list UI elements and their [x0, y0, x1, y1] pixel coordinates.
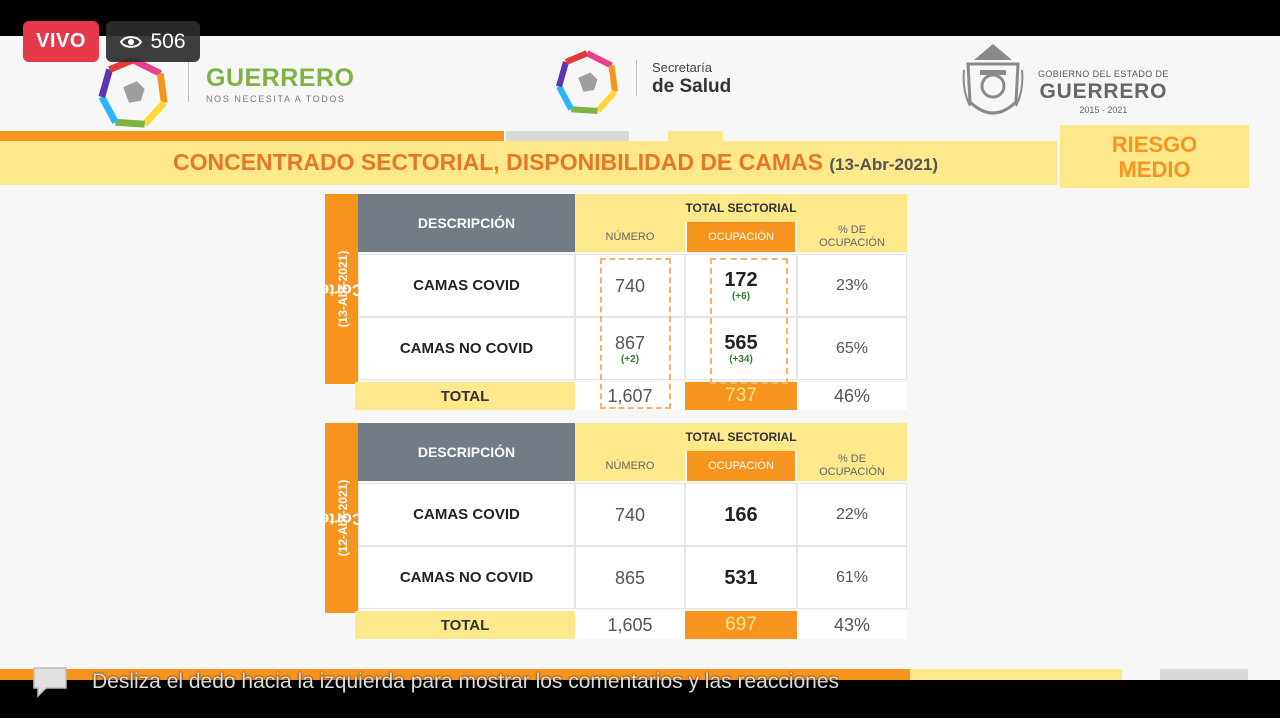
ocupacion-cell: 565 (+34): [685, 317, 797, 380]
brand-line1: GOBIERNO DEL ESTADO DE: [1038, 69, 1169, 79]
risk-line1: RIESGO: [1111, 132, 1198, 157]
row-label: CAMAS COVID: [358, 483, 575, 546]
col-header-desc: DESCRIPCIÓN: [358, 423, 575, 481]
eye-icon: [120, 35, 143, 48]
divider: [188, 62, 189, 102]
ocupacion-delta: (+34): [729, 353, 753, 365]
title-main: CONCENTRADO SECTORIAL, DISPONIBILIDAD DE…: [173, 149, 823, 175]
title-band: [0, 141, 1057, 185]
brand-line2: de Salud: [652, 76, 732, 97]
ocupacion-value: 565: [724, 331, 758, 354]
brand-line1: Secretaría: [652, 60, 712, 75]
pct-header-line2: OCUPACIÓN: [819, 237, 885, 249]
live-badge: VIVO: [23, 21, 99, 62]
guerrero-brand: GUERRERO NOS NECESITA A TODOS: [206, 64, 354, 104]
total-label: TOTAL: [355, 611, 575, 639]
secretaria-brand: Secretaría de Salud: [652, 60, 731, 98]
risk-line2: MEDIO: [1118, 157, 1191, 182]
secretaria-salud-logo-icon: [556, 50, 619, 115]
viewer-count: 506: [150, 29, 186, 53]
decor-bar-orange-bottom: [0, 669, 910, 680]
total-pct: 43%: [797, 611, 907, 639]
col-header-pct: % DE OCUPACIÓN: [797, 222, 907, 252]
decor-bar-gray-bottom: [1160, 669, 1248, 680]
gobierno-brand: GOBIERNO DEL ESTADO DE GUERRERO 2015 - 2…: [1038, 69, 1169, 115]
table-side-label: Corte (12-Abr-2021): [319, 423, 364, 613]
pct-header-line1: % DE: [837, 224, 867, 236]
comment-icon[interactable]: [30, 664, 70, 700]
total-ocupacion: 737: [685, 382, 797, 410]
decor-bar-yellow: [668, 131, 723, 141]
slide-title: CONCENTRADO SECTORIAL, DISPONIBILIDAD DE…: [173, 149, 938, 176]
decor-bar-yellow-bottom: [910, 669, 1122, 680]
viewer-count-badge[interactable]: 506: [106, 21, 200, 62]
decor-bar-gray: [506, 131, 629, 141]
ocupacion-value: 172: [724, 268, 758, 291]
ocupacion-cell: 172 (+6): [685, 254, 797, 317]
pct-cell: 65%: [797, 317, 907, 380]
col-header-ocupacion: OCUPACIÓN: [687, 222, 795, 252]
row-label: CAMAS COVID: [358, 254, 575, 317]
row-label: CAMAS NO COVID: [358, 546, 575, 609]
total-ocupacion: 697: [685, 611, 797, 639]
numero-cell: 740: [575, 483, 685, 546]
total-numero: 1,605: [575, 611, 685, 639]
total-numero: 1,607: [575, 382, 685, 410]
guerrero-logo-icon: [98, 56, 168, 128]
col-header-total: TOTAL SECTORIAL: [575, 194, 907, 222]
col-header-ocupacion: OCUPACIÓN: [687, 451, 795, 481]
pct-cell: 23%: [797, 254, 907, 317]
col-header-pct: % DE OCUPACIÓN: [797, 451, 907, 481]
numero-cell: 740: [575, 254, 685, 317]
table-side-label: Corte (13-Abr-2021): [319, 194, 364, 384]
col-header-total: TOTAL SECTORIAL: [575, 423, 907, 451]
title-date: (13-Abr-2021): [829, 155, 939, 174]
table-current: Corte (13-Abr-2021) DESCRIPCIÓN TOTAL SE…: [319, 194, 909, 412]
pct-header-line2: OCUPACIÓN: [819, 466, 885, 478]
ocupacion-delta: (+6): [731, 290, 751, 302]
numero-delta: (+2): [620, 353, 640, 365]
numero-value: 867: [614, 332, 646, 353]
brand-line2: GUERRERO: [1039, 80, 1168, 103]
risk-badge: RIESGO MEDIO: [1060, 125, 1249, 188]
col-header-numero: NÚMERO: [575, 451, 685, 481]
brand-tagline: NOS NECESITA A TODOS: [206, 94, 346, 104]
col-header-desc: DESCRIPCIÓN: [358, 194, 575, 252]
total-pct: 46%: [797, 382, 907, 410]
col-header-numero: NÚMERO: [575, 222, 685, 252]
pct-cell: 61%: [797, 546, 907, 609]
slide: GUERRERO NOS NECESITA A TODOS Secretaría…: [0, 36, 1280, 680]
brand-name: GUERRERO: [206, 64, 355, 92]
brand-years: 2015 - 2021: [1079, 105, 1128, 115]
decor-bar-orange: [0, 131, 504, 141]
numero-cell: 865: [575, 546, 685, 609]
pct-header-line1: % DE: [837, 453, 867, 465]
table-previous: Corte (12-Abr-2021) DESCRIPCIÓN TOTAL SE…: [319, 423, 909, 641]
ocupacion-cell: 531: [685, 546, 797, 609]
row-label: CAMAS NO COVID: [358, 317, 575, 380]
numero-cell: 867 (+2): [575, 317, 685, 380]
numero-value: 740: [614, 275, 646, 296]
coat-of-arms-icon: [962, 44, 1024, 115]
swipe-hint: Desliza el dedo hacia la izquierda para …: [92, 670, 840, 693]
total-label: TOTAL: [355, 382, 575, 410]
divider: [636, 60, 637, 96]
pct-cell: 22%: [797, 483, 907, 546]
ocupacion-cell: 166: [685, 483, 797, 546]
